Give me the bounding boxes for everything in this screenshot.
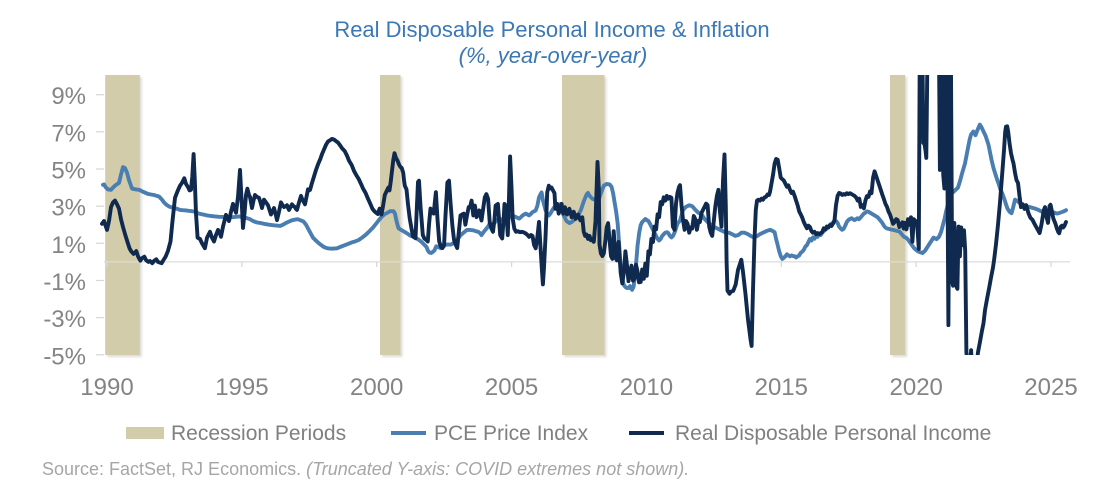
svg-text:7%: 7% <box>51 120 86 147</box>
svg-text:2015: 2015 <box>755 374 808 401</box>
svg-text:-5%: -5% <box>43 343 86 370</box>
svg-text:Source: FactSet, RJ Economics.: Source: FactSet, RJ Economics. (Truncate… <box>42 459 689 479</box>
svg-text:2005: 2005 <box>485 374 538 401</box>
svg-text:2000: 2000 <box>350 374 403 401</box>
svg-text:1995: 1995 <box>215 374 268 401</box>
svg-text:9%: 9% <box>51 83 86 110</box>
svg-text:1990: 1990 <box>80 374 133 401</box>
svg-text:Real Disposable Personal Incom: Real Disposable Personal Income & Inflat… <box>334 17 769 42</box>
svg-text:3%: 3% <box>51 195 86 222</box>
svg-text:-3%: -3% <box>43 306 86 333</box>
svg-text:2025: 2025 <box>1024 374 1077 401</box>
svg-text:(%, year-over-year): (%, year-over-year) <box>459 43 648 68</box>
svg-text:Recession Periods: Recession Periods <box>171 422 346 445</box>
svg-text:5%: 5% <box>51 158 86 185</box>
svg-text:1%: 1% <box>51 232 86 259</box>
svg-text:-1%: -1% <box>43 269 86 296</box>
svg-text:Real Disposable Personal Incom: Real Disposable Personal Income <box>675 422 991 445</box>
svg-text:2010: 2010 <box>620 374 673 401</box>
svg-text:2020: 2020 <box>890 374 943 401</box>
svg-text:PCE Price Index: PCE Price Index <box>434 422 589 445</box>
